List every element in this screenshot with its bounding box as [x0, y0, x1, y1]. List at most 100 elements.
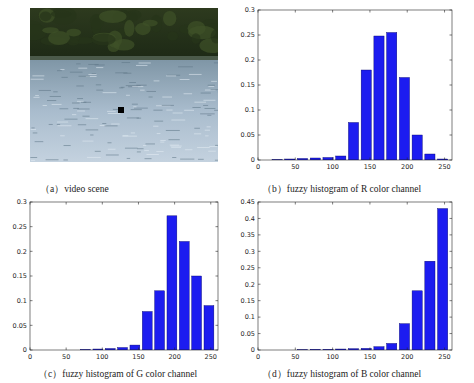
ripple [129, 82, 136, 83]
ripple [173, 113, 183, 114]
y-tick-label: 0.15 [241, 81, 255, 89]
x-tick-label: 0 [256, 353, 260, 361]
y-tick [30, 325, 33, 326]
caption: （c）fuzzy histogram of G color channel [38, 369, 197, 379]
y-tick [258, 300, 261, 301]
ripple [207, 115, 211, 116]
ripple [43, 105, 47, 106]
plot-background [258, 10, 452, 160]
ripple [105, 125, 118, 126]
ripple [90, 134, 93, 135]
ripple [122, 136, 136, 137]
x-tick [295, 202, 296, 205]
ripple [200, 113, 215, 114]
ripple [166, 75, 176, 76]
ripple [205, 130, 210, 131]
histogram-bar [425, 154, 435, 160]
y-tick [450, 234, 453, 235]
y-tick-label: 0.15 [241, 297, 255, 305]
figure: （a）video scene05010015020025000.050.10.1… [0, 0, 474, 383]
ripple [205, 108, 216, 109]
ripple [64, 145, 71, 146]
ripple [131, 132, 135, 133]
y-tick [258, 350, 261, 351]
histogram-bar [192, 276, 202, 350]
histogram-panel: 05010015020025000.050.10.150.20.250.30.3… [241, 198, 452, 361]
x-tick [174, 348, 175, 351]
y-tick [450, 110, 453, 111]
ripple [184, 110, 194, 111]
ripple [61, 77, 67, 78]
x-tick-label: 100 [326, 163, 338, 171]
y-tick [258, 251, 261, 252]
ripple [59, 108, 68, 109]
ripple [208, 151, 216, 152]
x-tick [332, 348, 333, 351]
ripple [154, 121, 163, 122]
ripple [198, 159, 204, 160]
ripple [203, 100, 215, 101]
y-tick-label: 0.05 [241, 330, 255, 338]
y-tick-label: 0 [23, 346, 27, 354]
y-tick [216, 251, 219, 252]
y-tick [216, 350, 219, 351]
ripple [96, 90, 103, 91]
y-tick [450, 218, 453, 219]
x-tick-label: 100 [326, 353, 338, 361]
x-tick-label: 200 [401, 163, 413, 171]
foliage [30, 24, 46, 40]
ripple [125, 148, 138, 149]
plot-frame [258, 202, 452, 350]
histogram-bar [142, 312, 152, 350]
y-tick-label: 0.4 [245, 215, 255, 223]
y-tick-label: 0.2 [245, 56, 255, 64]
ripple [184, 93, 193, 94]
x-tick-label: 250 [205, 353, 217, 361]
ripple [102, 123, 106, 124]
plot-frame [30, 202, 218, 350]
x-tick [138, 202, 139, 205]
x-tick [332, 10, 333, 13]
x-tick [258, 348, 259, 351]
ripple [170, 145, 179, 146]
ripple [207, 126, 211, 127]
x-tick [444, 348, 445, 351]
y-tick-label: 0 [251, 156, 255, 164]
x-tick [174, 202, 175, 205]
x-tick [102, 202, 103, 205]
y-tick [216, 300, 219, 301]
plot-background [30, 202, 218, 350]
ripple [171, 147, 181, 148]
y-tick [30, 202, 33, 203]
x-tick-label: 0 [256, 163, 260, 171]
ripple [185, 149, 193, 150]
foliage [163, 11, 176, 26]
ripple [108, 113, 121, 114]
y-tick [30, 251, 33, 252]
x-tick [210, 348, 211, 351]
y-tick [216, 325, 219, 326]
foliage [51, 11, 71, 18]
y-tick [258, 85, 261, 86]
caption: （a）video scene [40, 184, 109, 194]
ripple [168, 139, 179, 140]
ripple [166, 110, 172, 111]
x-tick-label: 150 [364, 353, 376, 361]
x-tick [66, 348, 67, 351]
x-tick-label: 250 [438, 353, 450, 361]
y-tick-label: 0.2 [17, 248, 27, 256]
ripple [197, 147, 210, 148]
ripple [154, 80, 160, 81]
x-tick [444, 158, 445, 161]
y-tick [216, 276, 219, 277]
x-tick [369, 10, 370, 13]
ripple [96, 84, 101, 85]
x-tick [258, 202, 259, 205]
ripple [192, 107, 200, 108]
target [118, 107, 124, 113]
x-tick [30, 348, 31, 351]
ripple [131, 109, 142, 110]
y-tick [450, 202, 453, 203]
x-tick-label: 150 [132, 353, 144, 361]
y-tick [258, 317, 261, 318]
